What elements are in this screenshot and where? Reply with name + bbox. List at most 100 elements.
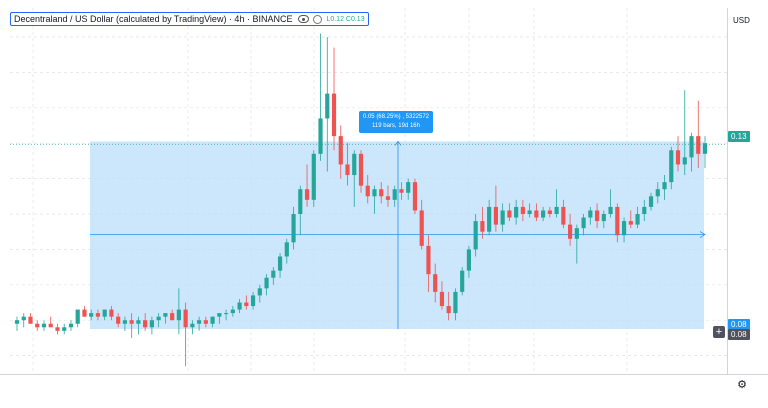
candle-body (466, 249, 472, 271)
candle-body (217, 313, 222, 317)
candle-body (419, 210, 424, 246)
candle-body (601, 214, 606, 222)
candle-body (109, 309, 114, 317)
candle-body (541, 210, 546, 218)
candle-body (406, 182, 411, 193)
candle-body (35, 323, 40, 328)
gear-icon[interactable]: ⚙ (737, 379, 747, 391)
candle-body (635, 214, 640, 225)
candle-body (136, 320, 141, 324)
ohlc-values: L0.12 C0.13 (326, 15, 365, 23)
candle-body (453, 291, 458, 314)
currency-label: USD (733, 16, 750, 25)
candle-body (460, 270, 465, 292)
measure-arrow-right (699, 231, 706, 238)
candle-body (224, 313, 229, 315)
candle-body (365, 185, 370, 197)
plus-icon[interactable]: + (713, 326, 725, 338)
price-axis[interactable] (727, 8, 768, 374)
symbol-legend[interactable]: Decentraland / US Dollar (calculated by … (10, 12, 369, 26)
candle-body (284, 242, 289, 257)
candle-body (338, 136, 343, 165)
candle-body (588, 210, 593, 218)
eye-icon[interactable] (298, 15, 310, 23)
candle-body (21, 316, 26, 321)
candle-body (608, 206, 613, 214)
candle-body (628, 221, 633, 225)
candle-body (696, 136, 701, 154)
candle-body (662, 182, 667, 190)
candle-body (500, 210, 505, 225)
measure-tooltip: 0.05 (68.25%) , 5322572 119 bars, 19d 16… (359, 111, 433, 133)
candle-body (325, 93, 330, 119)
candle-body (507, 210, 512, 218)
candle-body (190, 323, 195, 328)
crosshair-price-tag: 0.08 (728, 329, 750, 340)
candle-body (358, 153, 364, 186)
settings-icon[interactable] (313, 14, 323, 24)
candle-body (675, 150, 681, 165)
candle-body (642, 206, 647, 214)
candle-body (176, 309, 181, 321)
candle-body (433, 274, 438, 292)
candle-body (655, 189, 660, 197)
candle-body (82, 309, 87, 317)
candle-body (399, 189, 404, 193)
candle-body (41, 323, 47, 328)
candle-body (648, 196, 654, 207)
candle-body (203, 320, 208, 324)
candle-body (129, 320, 134, 324)
candle-body (412, 182, 418, 211)
candle-body (170, 313, 175, 321)
candle-body (89, 313, 94, 317)
candle-body (331, 93, 337, 137)
candle-body (250, 295, 256, 307)
candle-body (197, 320, 202, 324)
range-low-tag: 0.08 (728, 319, 750, 330)
candle-body (581, 217, 586, 229)
candle-body (277, 256, 283, 271)
candle-body (561, 206, 566, 225)
candle-body (527, 210, 532, 214)
candle-body (689, 136, 694, 158)
candle-body (702, 143, 708, 154)
candle-body (291, 214, 296, 243)
candle-body (68, 323, 74, 328)
candle-body (426, 245, 431, 275)
candle-body (28, 316, 33, 324)
candle-body (487, 206, 492, 232)
candle-body (271, 270, 276, 278)
time-axis[interactable] (0, 374, 768, 404)
candle-body (149, 320, 154, 328)
candle-body (682, 157, 687, 165)
candle-body (615, 206, 620, 236)
candle-body (48, 323, 53, 328)
candle-body (183, 309, 188, 328)
candle-body (621, 221, 627, 236)
candle-body (446, 306, 451, 314)
candle-body (237, 302, 242, 310)
current-price-tag: 0.13 (728, 131, 750, 142)
candle-body (520, 206, 525, 214)
measure-line-2: 119 bars, 19d 16h (372, 123, 420, 129)
candle-body (122, 320, 128, 324)
candle-body (95, 313, 101, 317)
candle-body (210, 316, 215, 324)
candle-body (345, 164, 350, 176)
candle-body (594, 210, 600, 222)
candle-body (311, 153, 316, 200)
candle-body (372, 189, 377, 197)
candle-body (379, 189, 384, 197)
candle-body (143, 320, 148, 328)
candle-body (156, 316, 161, 321)
candle-body (568, 224, 573, 239)
candle-body (554, 206, 559, 214)
candle-body (304, 189, 310, 200)
candle-body (55, 327, 60, 331)
candle-body (62, 327, 67, 331)
candle-body (480, 221, 485, 232)
candle-body (75, 309, 80, 324)
measure-region (90, 141, 704, 330)
